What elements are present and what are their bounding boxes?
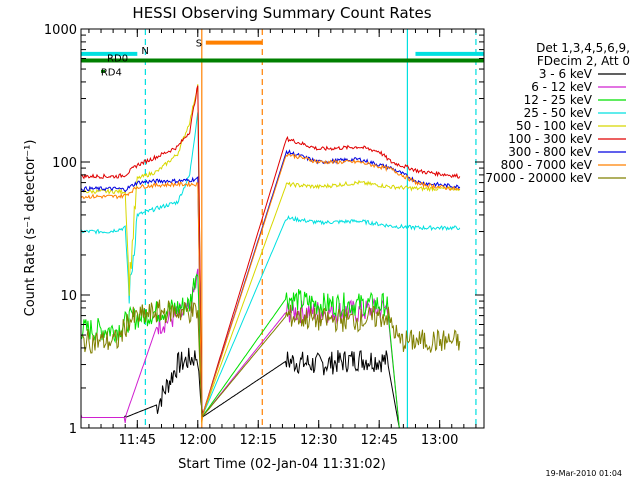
flag-label-rd0: RD0	[107, 53, 128, 64]
series-line-7000-20000-kev	[81, 299, 461, 418]
legend-header-line-1: Det 1,3,4,5,6,9,	[536, 41, 630, 55]
x-tick-label: 11:45	[119, 433, 156, 448]
flag-labels: N S RD0 RD4	[101, 39, 202, 79]
series-line-100-300-kev	[81, 85, 461, 415]
legend-header-line-2: FDecim 2, Att 0	[537, 54, 630, 68]
x-tick-label: 12:45	[360, 433, 397, 448]
y-tick-label: 10	[60, 289, 77, 304]
legend-label: 3 - 6 keV	[539, 67, 593, 81]
legend-label: 6 - 12 keV	[531, 80, 593, 94]
series-line-3-6-kev	[81, 347, 400, 428]
legend: Det 1,3,4,5,6,9, FDecim 2, Att 0 3 - 6 k…	[485, 41, 630, 185]
legend-label: 25 - 50 keV	[524, 106, 593, 120]
y-axis-label: Count Rate (s⁻¹ detector⁻¹)	[23, 140, 38, 317]
legend-label: 50 - 100 keV	[516, 119, 593, 133]
y-tick-label: 1	[69, 422, 77, 437]
series-line-50-100-kev	[81, 84, 461, 423]
series-line-25-50-kev	[81, 112, 461, 416]
y-tick-label: 1000	[44, 23, 77, 38]
x-axis-label: Start Time (02-Jan-04 11:31:02)	[178, 457, 386, 472]
flag-label-s: S	[196, 39, 202, 50]
x-tick-label: 12:00	[179, 433, 216, 448]
legend-label: 300 - 800 keV	[508, 145, 592, 159]
series-line-6-12-kev	[81, 268, 400, 428]
series-line-800-7000-kev	[81, 153, 460, 423]
x-tick-label: 12:15	[240, 433, 277, 448]
legend-label: 12 - 25 keV	[524, 93, 593, 107]
legend-label: 100 - 300 keV	[508, 132, 592, 146]
x-tick-label: 12:30	[300, 433, 337, 448]
chart-title: HESSI Observing Summary Count Rates	[132, 4, 431, 22]
flag-label-n: N	[141, 46, 148, 57]
x-tick-label: 13:00	[421, 433, 458, 448]
flag-label-rd4: RD4	[101, 67, 122, 78]
y-tick-label: 100	[52, 156, 77, 171]
legend-label: 7000 - 20000 keV	[485, 171, 592, 185]
legend-label: 800 - 7000 keV	[501, 158, 593, 172]
footer-date: 19-Mar-2010 01:04	[546, 469, 623, 478]
axes: 11:45 12:00 12:15 12:30 12:45 13:00 1 10 100 1000	[44, 23, 484, 448]
plot-area	[81, 29, 484, 428]
